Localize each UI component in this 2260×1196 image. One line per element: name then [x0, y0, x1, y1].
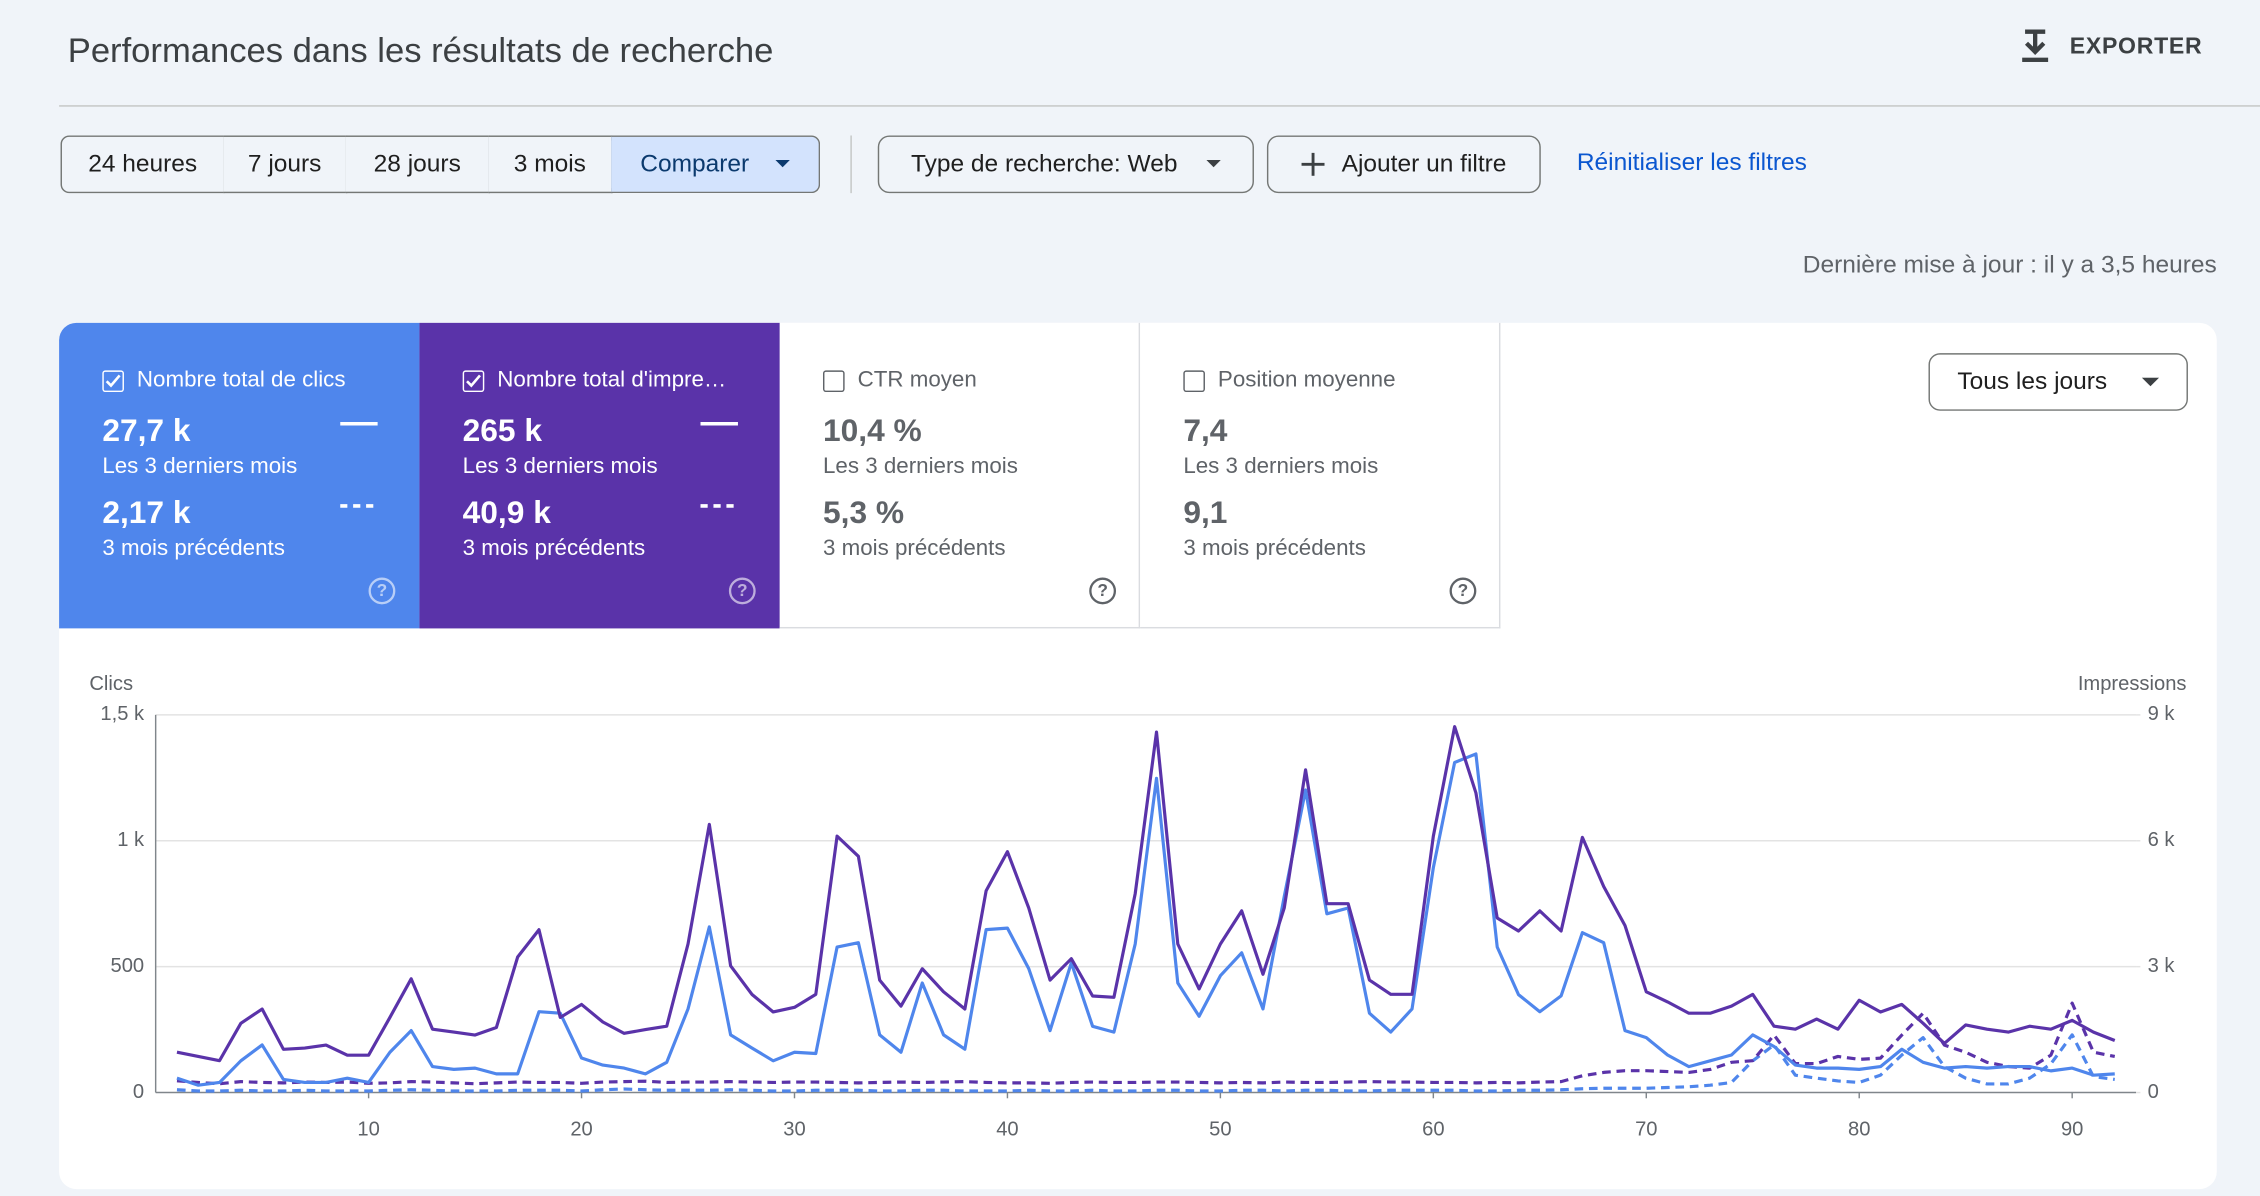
search-type-label: Type de recherche: Web — [910, 149, 1178, 178]
y-tick-label: 1,5 k — [100, 703, 145, 725]
y2-tick-label: 6 k — [2148, 829, 2176, 851]
help-icon[interactable]: ? — [1088, 577, 1117, 606]
x-tick-label: 80 — [1848, 1118, 1870, 1140]
y-axis-title: Clics — [89, 673, 133, 695]
period-button[interactable]: 28 jours — [345, 135, 491, 194]
page-title: Performances dans les résultats de reche… — [67, 31, 774, 71]
period-button[interactable]: 24 heures — [60, 135, 225, 194]
last-update: Dernière mise à jour : il y a 3,5 heures — [1802, 250, 2217, 279]
metric-current: 10,4 % — [822, 412, 922, 449]
metric-previous-period: 3 mois précédents — [1183, 536, 1366, 561]
metric-previous: 40,9 k — [462, 494, 551, 531]
metric-label: Nombre total d'impre… — [497, 367, 727, 393]
legend-lines — [340, 421, 378, 508]
metric-label: CTR moyen — [857, 367, 977, 393]
metric-current-period: Les 3 derniers mois — [822, 454, 1018, 479]
metric-card[interactable]: CTR moyen 10,4 % Les 3 derniers mois 5,3 % 3… — [779, 322, 1141, 629]
checkbox[interactable] — [462, 370, 485, 393]
granularity-dropdown[interactable]: Tous les jours — [1928, 353, 2188, 411]
compare-label: Comparer — [640, 149, 750, 178]
checkbox[interactable] — [1183, 370, 1205, 393]
series-line — [176, 1033, 2115, 1093]
caret — [775, 159, 790, 168]
y2-axis-title: Impressions — [2078, 673, 2187, 695]
period-button[interactable]: 7 jours — [223, 135, 348, 194]
x-tick-label: 90 — [2061, 1118, 2083, 1140]
add-filter-button[interactable]: Ajouter un filtre — [1266, 135, 1541, 194]
help-icon[interactable]: ? — [368, 577, 397, 606]
period-button[interactable]: 3 mois — [488, 135, 613, 194]
metric-previous: 2,17 k — [102, 494, 191, 531]
metric-current-period: Les 3 derniers mois — [462, 454, 658, 479]
metric-current: 265 k — [462, 412, 543, 449]
y-tick-label: 1 k — [117, 829, 145, 851]
x-tick-label: 60 — [1422, 1118, 1444, 1140]
metric-current-period: Les 3 derniers mois — [1183, 454, 1379, 479]
x-tick-label: 10 — [357, 1118, 379, 1140]
svg-text:?: ? — [377, 580, 388, 600]
svg-text:?: ? — [737, 580, 748, 600]
check-mark — [105, 374, 121, 388]
series-line — [176, 725, 2116, 1063]
granularity-label: Tous les jours — [1957, 367, 2108, 395]
metric-previous-period: 3 mois précédents — [102, 536, 285, 561]
metric-previous-period: 3 mois précédents — [462, 536, 646, 561]
metric-label: Nombre total de clics — [136, 367, 346, 393]
metric-label: Position moyenne — [1217, 367, 1396, 393]
x-tick-label: 20 — [570, 1118, 592, 1140]
x-tick-label: 50 — [1209, 1118, 1231, 1140]
svg-text:?: ? — [1458, 580, 1469, 600]
series-line — [176, 1001, 2116, 1086]
compare-button[interactable]: Comparer — [611, 135, 821, 194]
metric-card[interactable]: Position moyenne 7,4 Les 3 derniers mois 9,… — [1140, 322, 1501, 629]
y2-tick-label: 3 k — [2148, 955, 2176, 977]
export-label: EXPORTER — [2069, 34, 2203, 60]
checkbox[interactable] — [822, 370, 845, 393]
metric-current: 7,4 — [1183, 412, 1228, 449]
x-tick-label: 40 — [996, 1118, 1018, 1140]
plus-icon — [1301, 152, 1325, 176]
search-type-dropdown[interactable]: Type de recherche: Web — [877, 135, 1254, 194]
checkbox[interactable] — [102, 370, 124, 393]
check-mark — [466, 374, 481, 388]
legend-lines — [700, 421, 738, 508]
reset-link[interactable]: Réinitialiser les filtres — [1576, 148, 1807, 176]
metric-current-period: Les 3 derniers mois — [102, 454, 298, 479]
add-filter-label: Ajouter un filtre — [1341, 149, 1507, 178]
caret — [1206, 159, 1221, 168]
help-icon[interactable]: ? — [728, 577, 757, 606]
download-icon — [2022, 29, 2049, 62]
metric-current: 27,7 k — [102, 412, 191, 449]
x-tick-label: 30 — [783, 1118, 805, 1140]
divider — [59, 105, 2260, 107]
y-tick-label: 0 — [133, 1081, 144, 1103]
y-tick-label: 500 — [110, 955, 144, 977]
metric-previous: 5,3 % — [822, 494, 905, 531]
y2-tick-label: 0 — [2148, 1081, 2159, 1103]
series-line — [176, 752, 2115, 1087]
export-button[interactable]: EXPORTER — [2018, 29, 2203, 66]
metric-card[interactable]: Nombre total de clics 27,7 k Les 3 dernier… — [59, 322, 420, 629]
svg-text:?: ? — [1097, 580, 1108, 600]
x-tick-label: 70 — [1635, 1118, 1657, 1140]
help-icon[interactable]: ? — [1449, 577, 1478, 606]
separator — [850, 135, 852, 194]
metric-card[interactable]: Nombre total d'impre… 265 k Les 3 derniers… — [419, 322, 780, 629]
metric-previous-period: 3 mois précédents — [822, 536, 1006, 561]
metric-previous: 9,1 — [1183, 494, 1228, 531]
y2-tick-label: 9 k — [2148, 703, 2176, 725]
caret — [2141, 376, 2160, 386]
